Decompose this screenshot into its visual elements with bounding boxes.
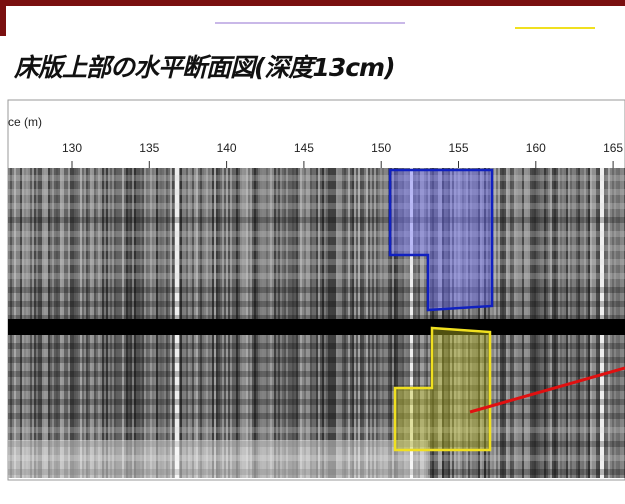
axis-label: ce (m) (8, 115, 42, 129)
dark-band (8, 319, 625, 335)
left-border (0, 0, 6, 36)
tick-label: 130 (62, 141, 82, 155)
band (8, 245, 625, 251)
band (8, 203, 625, 209)
band (8, 427, 625, 433)
top-border (0, 0, 625, 6)
band (8, 385, 625, 391)
band (8, 273, 625, 279)
tick-label: 160 (526, 141, 546, 155)
bright-zone (8, 440, 428, 478)
tick-label: 140 (217, 141, 237, 155)
tick-label: 155 (448, 141, 468, 155)
tick-label: 150 (371, 141, 391, 155)
band (8, 301, 625, 307)
band (8, 259, 625, 265)
band (8, 413, 625, 419)
band (8, 217, 625, 223)
band (8, 287, 625, 293)
title: 床版上部の水平断面図(深度13cm) (14, 48, 395, 84)
band (8, 231, 625, 237)
band (8, 399, 625, 405)
tick-label: 165 (603, 141, 623, 155)
slide: ce (m) 130 135 140 145 150 155 160 165 床版上部の水平断… (0, 0, 625, 504)
band (8, 343, 625, 349)
radar-image (8, 168, 625, 478)
band (8, 175, 625, 181)
band (8, 189, 625, 195)
band (8, 357, 625, 363)
tick-label: 145 (294, 141, 314, 155)
tick-label: 135 (139, 141, 159, 155)
band (8, 371, 625, 377)
